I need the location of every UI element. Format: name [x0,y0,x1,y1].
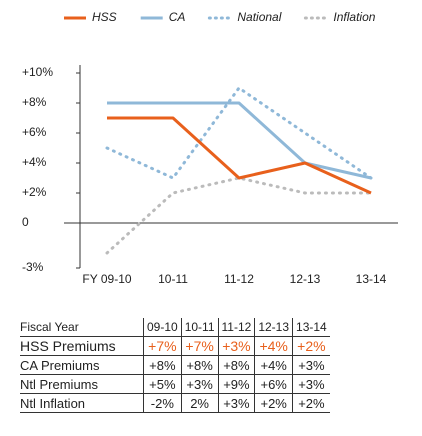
legend-label: Inflation [333,10,375,24]
table-cell: +8% [143,355,182,375]
y-tick-label: +6% [22,125,47,139]
table-cell: 12-13 [254,318,293,337]
y-tick-label: +2% [22,185,47,199]
table-cell: Ntl Inflation [20,393,144,413]
table-row: CA Premiums +8% +8% +8% +4% +3% [20,355,330,375]
table-cell: +3% [180,374,219,394]
table-row: HSS Premiums +7% +7% +3% +4% +2% [20,336,330,356]
series-line [107,101,372,180]
series-line [105,176,373,255]
table-cell: 2% [180,393,219,413]
x-tick-label: FY 09-10 [82,272,131,286]
table-cell: +6% [254,374,293,394]
series-line [105,86,373,180]
table-cell: 10-11 [180,318,219,337]
table-cell: -2% [143,393,182,413]
table-cell: CA Premiums [20,355,144,375]
series-line [107,116,372,195]
table-cell: +3% [217,393,255,413]
table-cell: +4% [254,355,293,375]
table-cell: +7% [180,336,219,356]
y-tick-label: +4% [22,155,47,169]
table-cell: 11-12 [217,318,255,337]
table-cell: +3% [292,355,330,375]
table-cell: HSS Premiums [20,336,144,356]
x-tick-label: 12-13 [290,272,321,286]
legend-label: CA [169,10,186,24]
table-cell: +8% [217,355,255,375]
table-cell: +3% [292,374,330,394]
table-body: Fiscal Year 09-10 10-11 11-12 12-13 13-14 HSS … [20,318,330,413]
table-cell: Fiscal Year [20,318,144,337]
x-tick-label: 10-11 [158,272,188,286]
table-row: Ntl Premiums +5% +3% +9% +6% +3% [20,374,330,394]
table-cell: +2% [254,393,293,413]
y-tick-label: +8% [22,95,47,109]
table-cell: +3% [217,336,255,356]
legend-label: HSS [92,10,117,24]
y-tick-label: +10% [22,65,53,79]
table-cell: Ntl Premiums [20,374,144,394]
table-cell: 13-14 [292,318,330,337]
legend-label: National [237,10,281,24]
table-cell: +9% [217,374,255,394]
table-cell: +5% [143,374,182,394]
table-cell: +4% [254,336,293,356]
table-cell: +2% [292,393,330,413]
y-tick-label: 0 [22,215,29,229]
table-cell: 09-10 [143,318,182,337]
x-tick-label: 13-14 [356,272,387,286]
table-cell: +2% [292,336,330,356]
table-cell: +7% [143,336,182,356]
table-row: Ntl Inflation -2% 2% +3% +2% +2% [20,393,330,413]
x-tick-label: 11-12 [224,272,254,286]
table-cell: +8% [180,355,219,375]
y-tick-label: -3% [22,260,44,274]
data-table: Fiscal Year 09-10 10-11 11-12 12-13 13-14 HSS … [20,318,330,413]
chart: HSS CA National Inflation +10% +8% +6% +4% +2% 0 -… [22,10,398,286]
table-row: Fiscal Year 09-10 10-11 11-12 12-13 13-14 [20,318,330,337]
